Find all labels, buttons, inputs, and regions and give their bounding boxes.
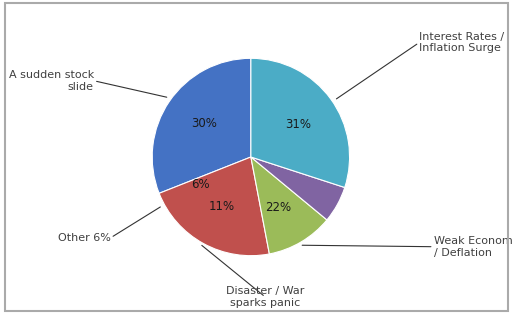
Wedge shape <box>152 58 251 193</box>
Wedge shape <box>251 58 349 187</box>
Wedge shape <box>251 157 327 254</box>
Text: 30%: 30% <box>192 117 218 130</box>
Text: Weak Economy
/ Deflation: Weak Economy / Deflation <box>433 236 513 257</box>
Text: 31%: 31% <box>285 118 311 131</box>
Wedge shape <box>251 157 345 220</box>
Text: 22%: 22% <box>265 201 291 214</box>
Wedge shape <box>159 157 269 256</box>
Text: A sudden stock
slide: A sudden stock slide <box>9 70 94 92</box>
Text: Interest Rates /
Inflation Surge: Interest Rates / Inflation Surge <box>419 32 504 53</box>
Text: Disaster / War
sparks panic: Disaster / War sparks panic <box>226 286 305 308</box>
Text: 11%: 11% <box>209 200 235 213</box>
Text: Other 6%: Other 6% <box>58 233 111 243</box>
Text: 6%: 6% <box>191 178 210 191</box>
